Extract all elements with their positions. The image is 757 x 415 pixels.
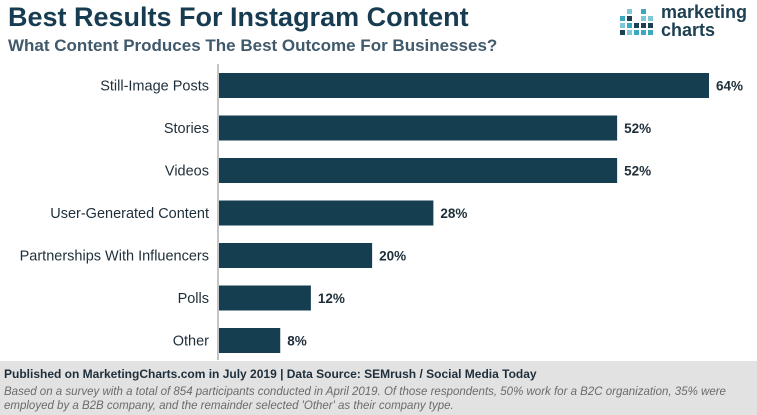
logo-dot: [648, 30, 653, 35]
chart-subtitle: What Content Produces The Best Outcome F…: [8, 36, 498, 55]
logo-dot: [648, 16, 653, 21]
logo-dot: [627, 16, 632, 21]
logo-dot: [641, 16, 646, 21]
logo-dot: [627, 23, 632, 28]
logo-dot: [620, 30, 625, 35]
logo-dots-icon: [620, 9, 653, 35]
logo-text: marketing charts: [661, 3, 747, 39]
logo-dot: [641, 9, 646, 14]
bar: [219, 115, 618, 141]
data-label: 8%: [287, 334, 307, 349]
category-label: User-Generated Content: [50, 206, 209, 222]
logo-dot: [648, 23, 653, 28]
data-label: 28%: [440, 206, 467, 221]
logo-dot: [620, 16, 625, 21]
footer-note: Based on a survey with a total of 854 pa…: [4, 386, 726, 412]
logo-line2: charts: [661, 20, 716, 40]
bar-chart: Still-Image Posts 64% Stories 52% Videos 52% U…: [20, 64, 743, 360]
bar: [219, 158, 618, 183]
bar: [219, 200, 434, 226]
data-label: 12%: [318, 291, 345, 306]
data-label: 52%: [624, 121, 651, 136]
logo-dot: [627, 9, 632, 14]
logo-dot: [634, 30, 639, 35]
marketingcharts-logo: marketing charts: [618, 3, 754, 47]
data-label: 52%: [624, 164, 651, 179]
data-label: 64%: [716, 79, 743, 94]
data-label: 20%: [379, 249, 406, 264]
logo-dot: [634, 23, 639, 28]
category-label: Stories: [164, 121, 209, 137]
category-label: Other: [173, 334, 209, 350]
bar: [219, 243, 373, 268]
footer-source: Published on MarketingCharts.com in July…: [4, 367, 537, 381]
logo-dot: [641, 23, 646, 28]
category-label: Videos: [165, 164, 209, 180]
bar: [219, 328, 281, 353]
bar: [219, 285, 311, 311]
logo-dot: [641, 30, 646, 35]
footer: Published on MarketingCharts.com in July…: [0, 361, 757, 415]
bar: [219, 73, 709, 98]
logo-dot: [620, 23, 625, 28]
category-label: Partnerships With Influencers: [20, 249, 209, 265]
category-label: Polls: [178, 291, 209, 307]
logo-dot: [627, 30, 632, 35]
chart-title: Best Results For Instagram Content: [8, 2, 469, 32]
category-label: Still-Image Posts: [100, 79, 209, 95]
logo-line1: marketing: [661, 2, 748, 22]
